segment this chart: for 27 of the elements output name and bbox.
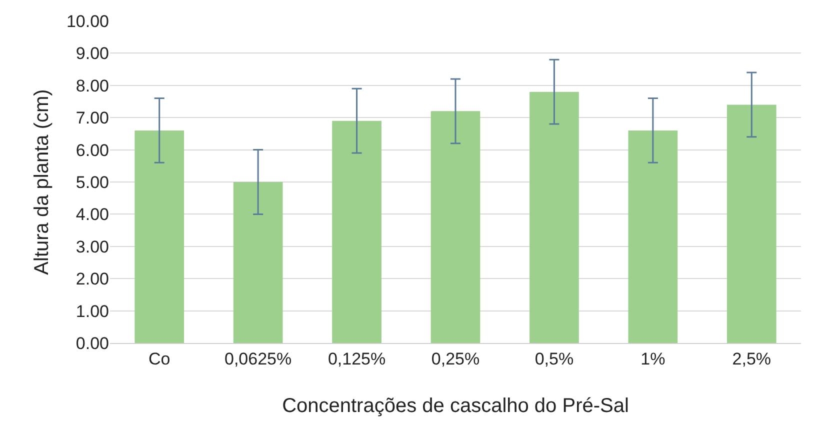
y-tick-label: 0.00 [76, 334, 109, 353]
y-tick-label: 10.00 [66, 12, 109, 31]
bar [430, 111, 480, 343]
y-tick-label: 7.00 [76, 108, 109, 128]
y-tick-label: 2.00 [76, 270, 109, 289]
x-tick-label: 0,125% [328, 349, 386, 368]
y-axis-title: Altura da planta (cm) [30, 89, 53, 275]
x-tick-label: 0,5% [534, 349, 574, 368]
x-tick-label: 2,5% [732, 349, 772, 368]
bar [628, 130, 678, 343]
y-tick-label: 3.00 [76, 237, 109, 256]
y-tick-label: 4.00 [76, 205, 109, 224]
x-tick-label: 0,0625% [224, 349, 292, 368]
y-tick-label: 6.00 [76, 140, 109, 160]
x-tick-label: Co [148, 349, 170, 368]
y-tick-label: 8.00 [76, 76, 109, 96]
bar [726, 104, 776, 343]
x-axis-title: Concentrações de cascalho do Pré-Sal [282, 394, 629, 417]
bar [134, 130, 184, 343]
bar [530, 92, 579, 343]
y-tick-label: 5.00 [76, 172, 109, 192]
x-tick-label: 1% [640, 349, 666, 368]
bar [332, 120, 382, 343]
y-tick-label: 9.00 [76, 44, 109, 64]
bar [233, 182, 283, 343]
x-tick-label: 0,25% [431, 349, 480, 368]
y-tick-label: 1.00 [76, 302, 109, 321]
